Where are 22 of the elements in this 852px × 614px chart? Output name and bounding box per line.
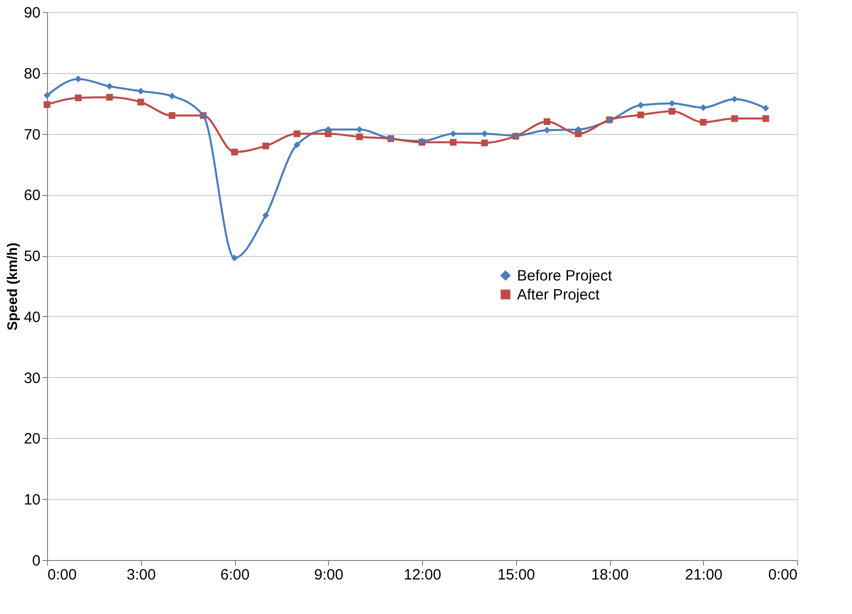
x-tick-label: 3:00 (126, 566, 156, 584)
y-tick-label: 70 (24, 126, 40, 144)
y-tick-label: 90 (24, 4, 40, 22)
y-axis-title: Speed (km/h) (4, 242, 20, 330)
y-tick-label: 60 (24, 187, 40, 204)
y-tick-label: 10 (24, 492, 40, 509)
y-tick-label: 0 (32, 552, 40, 570)
x-tick-label: 6:00 (220, 566, 250, 584)
y-tick-label: 30 (24, 370, 40, 387)
x-tick-label: 0:00 (48, 566, 77, 584)
x-tick-label: 18:00 (591, 566, 629, 584)
y-tick-label: 80 (24, 65, 40, 82)
x-tick-label: 12:00 (404, 566, 442, 584)
legend-label: After Project (517, 286, 600, 304)
y-tick-label: 50 (24, 248, 40, 266)
y-tick-label: 20 (24, 430, 40, 448)
x-tick-label: 21:00 (684, 566, 723, 584)
x-tick-label: 9:00 (314, 566, 344, 584)
y-tick-label: 40 (24, 308, 40, 326)
x-tick-label: 15:00 (497, 566, 536, 584)
x-tick-label: 0:00 (768, 566, 798, 584)
legend-label: Before Project (517, 268, 613, 284)
